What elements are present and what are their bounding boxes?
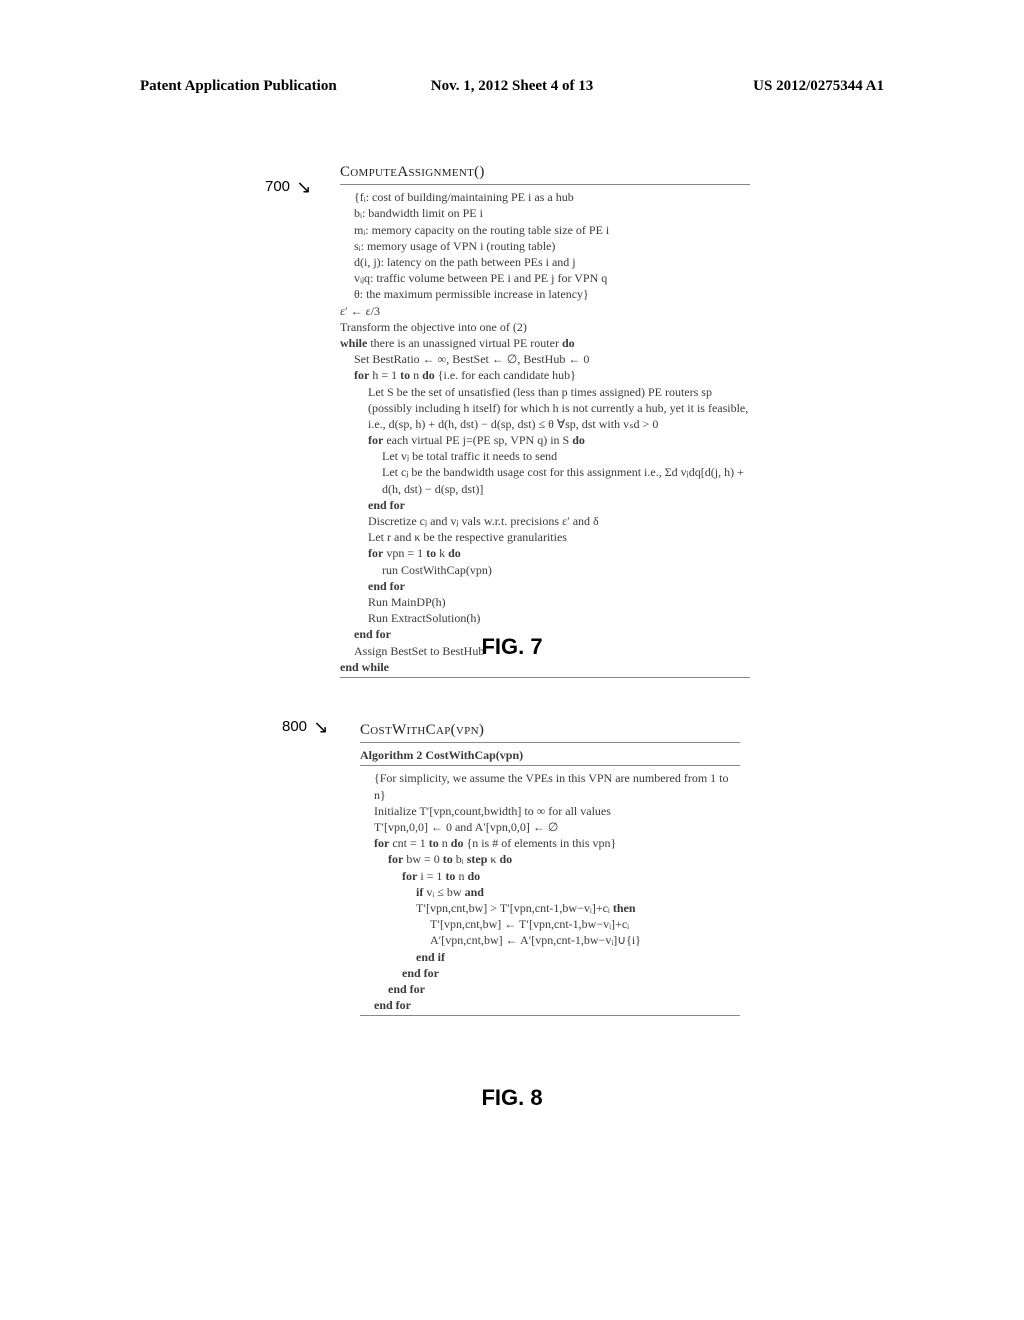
- header-center: Nov. 1, 2012 Sheet 4 of 13: [431, 78, 594, 95]
- rule-line: [360, 1015, 740, 1016]
- algo-line: Let r and κ be the respective granularit…: [340, 529, 750, 545]
- algo8-subtitle: Algorithm 2 CostWithCap(vpn): [360, 747, 740, 763]
- algo-line: end for: [360, 965, 740, 981]
- algo-line: Run MainDP(h): [340, 594, 750, 610]
- algo-line: Let S be the set of unsatisfied (less th…: [340, 384, 750, 433]
- figure-8-ref-number: 800 ↘: [282, 718, 328, 735]
- algo8-body: {For simplicity, we assume the VPEs in t…: [360, 770, 740, 1013]
- algo-line: end for: [340, 578, 750, 594]
- figure-8-caption: FIG. 8: [0, 1085, 1024, 1111]
- algo-def-line: d(i, j): latency on the path between PEs…: [340, 254, 750, 270]
- algo-def-line: vᵢⱼq: traffic volume between PE i and PE…: [340, 270, 750, 286]
- algo-line: Run ExtractSolution(h): [340, 610, 750, 626]
- header-left: Patent Application Publication: [140, 78, 337, 95]
- algorithm-cost-with-cap: CostWithCap(vpn) Algorithm 2 CostWithCap…: [360, 720, 740, 1020]
- patent-page: Patent Application Publication Nov. 1, 2…: [0, 0, 1024, 1320]
- rule-line: [340, 677, 750, 678]
- algo-line: while there is an unassigned virtual PE …: [340, 335, 750, 351]
- algo-line: Let cⱼ be the bandwidth usage cost for t…: [340, 464, 750, 496]
- algo-line: if vᵢ ≤ bw and: [360, 884, 740, 900]
- algo-line: for cnt = 1 to n do {n is # of elements …: [360, 835, 740, 851]
- rule-line: [360, 765, 740, 766]
- figure-7-ref-number: 700 ↘: [265, 178, 311, 195]
- algo-line: run CostWithCap(vpn): [340, 562, 750, 578]
- algo-line: Initialize T′[vpn,count,bwidth] to ∞ for…: [360, 803, 740, 819]
- algo-line: for each virtual PE j=(PE sp, VPN q) in …: [340, 432, 750, 448]
- ref-number-text: 700: [265, 178, 290, 195]
- algo-line: T′[vpn,cnt,bw] > T′[vpn,cnt-1,bw−vᵢ]+cᵢ …: [360, 900, 740, 916]
- algo7-definitions: {fᵢ: cost of building/maintaining PE i a…: [340, 189, 750, 302]
- algo-line: Transform the objective into one of (2): [340, 319, 750, 335]
- algo-line: end for: [340, 497, 750, 513]
- algo-def-line: sᵢ: memory usage of VPN i (routing table…: [340, 238, 750, 254]
- rule-line: [360, 742, 740, 743]
- algo-line: ε′ ← ε/3: [340, 303, 750, 319]
- algo-line: end if: [360, 949, 740, 965]
- algo-line: T′[vpn,cnt,bw] ← T′[vpn,cnt-1,bw−vᵢ]+cᵢ: [360, 916, 740, 932]
- algo-line: end for: [360, 997, 740, 1013]
- algo7-title: ComputeAssignment(): [340, 162, 750, 182]
- figure-7-caption: FIG. 7: [0, 634, 1024, 660]
- algo8-title: CostWithCap(vpn): [360, 720, 740, 740]
- algo-line: for h = 1 to n do {i.e. for each candida…: [340, 367, 750, 383]
- algo-line: T′[vpn,0,0] ← 0 and A′[vpn,0,0] ← ∅: [360, 819, 740, 835]
- algo-line: Discretize cⱼ and vⱼ vals w.r.t. precisi…: [340, 513, 750, 529]
- page-header: Patent Application Publication Nov. 1, 2…: [140, 78, 884, 95]
- algo-line: {For simplicity, we assume the VPEs in t…: [360, 770, 740, 802]
- algorithm-compute-assignment: ComputeAssignment() {fᵢ: cost of buildin…: [340, 162, 750, 682]
- algo-line: end while: [340, 659, 750, 675]
- algo-line: Let vⱼ be total traffic it needs to send: [340, 448, 750, 464]
- algo-line: end for: [360, 981, 740, 997]
- rule-line: [340, 184, 750, 185]
- algo-line: A′[vpn,cnt,bw] ← A′[vpn,cnt-1,bw−vᵢ]∪{i}: [360, 932, 740, 948]
- algo-line: for bw = 0 to bᵢ step κ do: [360, 851, 740, 867]
- algo-def-line: {fᵢ: cost of building/maintaining PE i a…: [340, 189, 750, 205]
- algo-line: for i = 1 to n do: [360, 868, 740, 884]
- ref-arrow-icon: ↘: [313, 721, 328, 733]
- algo-def-line: mᵢ: memory capacity on the routing table…: [340, 222, 750, 238]
- header-right: US 2012/0275344 A1: [753, 78, 884, 95]
- ref-arrow-icon: ↘: [296, 181, 311, 193]
- algo-def-line: bᵢ: bandwidth limit on PE i: [340, 205, 750, 221]
- algo7-body: ε′ ← ε/3Transform the objective into one…: [340, 303, 750, 675]
- ref-number-text: 800: [282, 718, 307, 735]
- algo-line: for vpn = 1 to k do: [340, 545, 750, 561]
- algo-def-line: θ: the maximum permissible increase in l…: [340, 286, 750, 302]
- algo-line: Set BestRatio ← ∞, BestSet ← ∅, BestHub …: [340, 351, 750, 367]
